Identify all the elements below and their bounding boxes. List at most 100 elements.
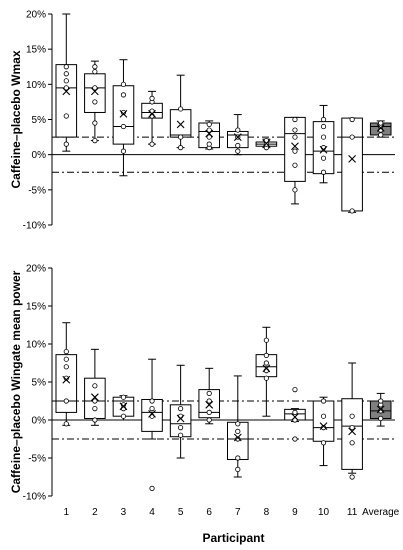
data-point	[63, 78, 69, 84]
data-point	[206, 398, 212, 404]
data-point	[149, 95, 155, 102]
box-3	[112, 394, 135, 421]
data-point	[292, 116, 298, 123]
box-6	[198, 120, 220, 151]
mean-marker	[176, 414, 185, 423]
data-point	[206, 390, 212, 396]
x-tick-label: 5	[178, 507, 184, 518]
data-point	[292, 127, 298, 133]
data-point	[63, 398, 69, 404]
data-point	[149, 398, 155, 404]
data-point	[149, 141, 155, 147]
data-point	[92, 120, 98, 126]
mean-marker	[205, 129, 214, 138]
box-7	[227, 114, 249, 156]
box-Average	[369, 392, 392, 427]
data-point	[235, 421, 241, 427]
x-tick-label: 7	[235, 507, 241, 518]
box-iqr	[84, 73, 106, 113]
data-point	[263, 375, 269, 381]
y-tick-label: 0%	[32, 150, 47, 161]
data-point	[349, 424, 355, 431]
data-point	[92, 99, 98, 105]
mean-marker	[205, 400, 214, 409]
y-tick-label: 5%	[32, 378, 47, 389]
data-point	[292, 436, 298, 442]
mean-marker	[348, 427, 357, 436]
mean-marker	[291, 142, 299, 151]
mean-marker	[90, 87, 99, 96]
mean-marker	[233, 133, 242, 141]
y-tick-label: -10%	[23, 221, 46, 232]
data-point	[320, 413, 327, 419]
data-point	[235, 127, 241, 133]
mean-marker	[348, 154, 357, 163]
data-point	[92, 417, 98, 423]
box-1	[55, 322, 78, 427]
box-9	[284, 116, 306, 205]
data-point	[320, 398, 327, 404]
data-point	[263, 337, 269, 343]
box-iqr	[341, 117, 363, 212]
data-point	[235, 428, 241, 434]
box-11	[341, 362, 363, 480]
x-tick-label: 2	[92, 507, 98, 518]
data-point	[120, 109, 127, 116]
data-point	[378, 132, 384, 138]
box-2	[84, 60, 106, 144]
data-point	[178, 106, 184, 112]
data-point	[63, 85, 69, 91]
box-5	[169, 74, 192, 151]
data-point	[63, 364, 69, 370]
data-point	[63, 71, 69, 77]
y-tick-label: 20%	[26, 10, 46, 21]
box-8	[255, 138, 278, 151]
data-point	[149, 405, 155, 412]
data-point	[320, 155, 327, 161]
y-tick-label: -5%	[28, 185, 46, 196]
mean-marker	[262, 139, 271, 148]
data-point	[92, 64, 98, 70]
mean-marker	[62, 375, 71, 384]
box-5	[169, 364, 192, 459]
data-point	[292, 162, 298, 168]
x-tick-label: 10	[318, 507, 330, 518]
mean-marker	[148, 410, 156, 418]
box-1	[55, 13, 78, 152]
data-point	[92, 85, 98, 91]
data-point	[378, 398, 384, 404]
data-point	[320, 169, 327, 175]
x-tick-label: 6	[206, 507, 212, 518]
data-point	[92, 398, 98, 404]
data-point	[206, 134, 212, 140]
mean-marker	[291, 413, 299, 421]
data-point	[235, 148, 241, 154]
mean-marker	[176, 120, 185, 129]
y-tick-label: 5%	[32, 115, 47, 126]
box-iqr	[169, 109, 192, 138]
box-iqr	[312, 400, 335, 442]
data-point	[149, 485, 155, 491]
data-point	[178, 432, 184, 438]
box-8	[255, 326, 278, 417]
data-point	[63, 421, 69, 427]
mean-marker	[119, 109, 128, 118]
data-point	[320, 440, 327, 446]
data-point	[320, 134, 327, 140]
data-point	[120, 92, 127, 98]
data-point	[120, 148, 127, 154]
data-point	[63, 348, 69, 355]
box-iqr	[341, 398, 363, 470]
box-2	[84, 348, 106, 426]
box-10	[312, 396, 335, 467]
data-point	[292, 409, 298, 415]
box-11	[341, 116, 363, 214]
y-tick-label: -10%	[23, 492, 46, 503]
data-point	[292, 386, 298, 393]
data-point	[92, 138, 98, 144]
data-point	[120, 81, 127, 87]
mean-marker	[148, 109, 156, 118]
data-point	[206, 121, 212, 128]
mean-marker	[319, 145, 328, 154]
data-point	[120, 123, 127, 130]
